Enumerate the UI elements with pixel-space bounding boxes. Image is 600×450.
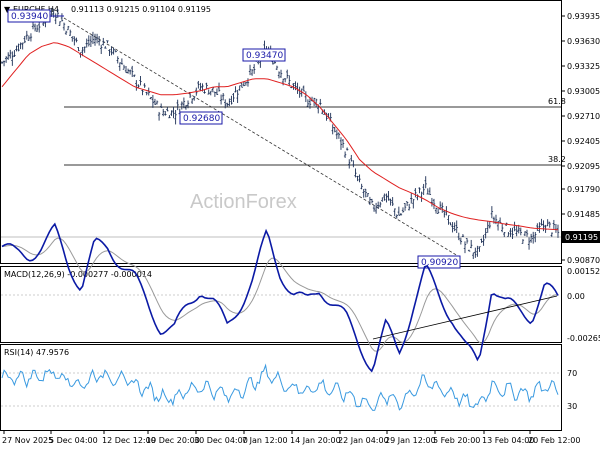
time-tick-label: 14 Jan 20:00 [290, 436, 341, 445]
fib-382-label: 38.2 [548, 155, 566, 164]
svg-text:0.93470: 0.93470 [246, 51, 283, 61]
time-tick-label: 30 Dec 04:00 [194, 436, 248, 445]
time-tick-label: 13 Feb 04:00 [482, 436, 534, 445]
rsi-panel[interactable] [0, 344, 562, 431]
label-high2: 0.93470 [242, 48, 286, 62]
time-tick-label: 7 Jan 12:00 [242, 436, 288, 445]
time-tick-label: 22 Jan 04:00 [338, 436, 389, 445]
price-tick-label: 0.92095 [567, 162, 600, 171]
label-low1: 0.92680 [179, 111, 223, 125]
time-tick-label: 5 Feb 20:00 [433, 436, 480, 445]
rsi-tick-label: 70 [567, 369, 577, 378]
macd-tick-label: 0.00 [567, 292, 585, 301]
macd-signal-line [1, 237, 559, 352]
price-tick-label: 0.93935 [567, 12, 600, 21]
price-axis: 0.93935 0.93630 0.93325 0.93005 0.92710 0.924… [561, 12, 600, 265]
trend-line-dashed [63, 17, 459, 257]
macd-label: MACD(12,26,9) -0.000277 -0.000014 [4, 270, 152, 279]
price-tick-label: 0.92405 [567, 137, 600, 146]
svg-text:0.90920: 0.90920 [421, 258, 458, 268]
label-low2: 0.90920 [417, 255, 461, 269]
rsi-axis: 70 30 [567, 369, 577, 411]
price-tick-label: 0.93005 [567, 87, 600, 96]
rsi-tick-label: 30 [567, 402, 577, 411]
moving-average-line [1, 42, 559, 231]
price-tick-label: 0.90870 [567, 256, 600, 265]
svg-text:0.92680: 0.92680 [183, 114, 220, 124]
svg-text:0.91195: 0.91195 [565, 233, 598, 242]
svg-text:0.93940: 0.93940 [11, 12, 48, 22]
macd-tick-label: -0.002657 [567, 334, 600, 343]
price-panel[interactable] [0, 0, 562, 264]
price-tick-label: 0.93630 [567, 37, 600, 46]
time-tick-label: 19 Dec 20:00 [146, 436, 200, 445]
label-high1: 0.93940 [7, 9, 64, 23]
price-tick-label: 0.91790 [567, 185, 600, 194]
price-tick-label: 0.93325 [567, 62, 600, 71]
time-tick-label: 12 Dec 12:00 [102, 436, 156, 445]
macd-axis: 0.001522 0.00 -0.002657 [567, 267, 600, 343]
chart-ohlc: 0.91113 0.91215 0.91104 0.91195 [71, 5, 211, 14]
time-tick-label: 20 Feb 12:00 [528, 436, 580, 445]
current-price-tag: 0.91195 [562, 231, 600, 243]
macd-trend-line [372, 295, 558, 340]
price-tick-label: 0.91485 [567, 210, 600, 219]
time-tick-label: 29 Jan 12:00 [385, 436, 436, 445]
macd-tick-label: 0.001522 [567, 267, 600, 276]
fib-618-label: 61.8 [548, 97, 566, 106]
time-tick-label: 5 Dec 04:00 [49, 436, 98, 445]
time-tick-label: 27 Nov 2025 [2, 436, 53, 445]
watermark: ActionForex [190, 191, 297, 213]
rsi-label: RSI(14) 47.9576 [4, 348, 69, 357]
price-tick-label: 0.92710 [567, 112, 600, 121]
rsi-line [1, 363, 559, 411]
macd-line [1, 222, 559, 373]
